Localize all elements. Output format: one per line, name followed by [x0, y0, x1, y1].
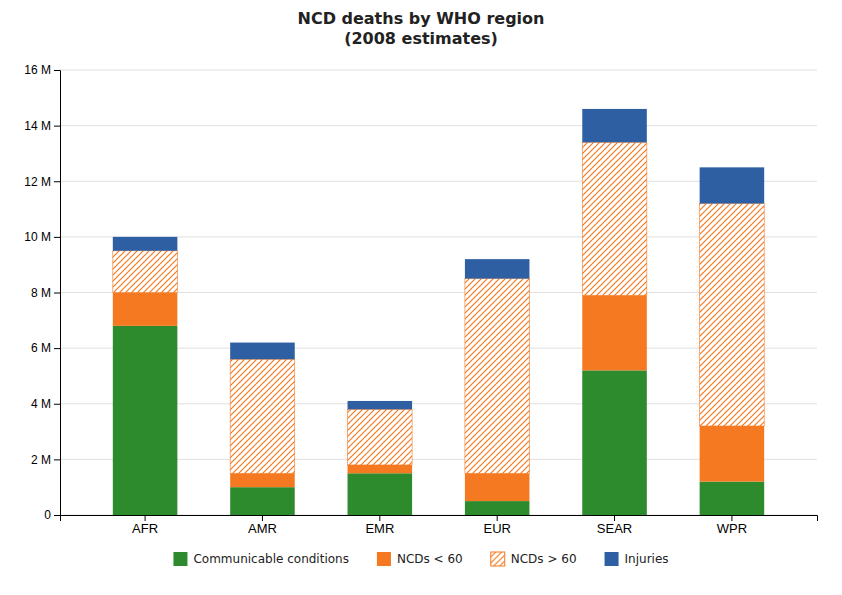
bar — [582, 142, 647, 295]
y-tick: 16 M — [24, 63, 60, 77]
y-tick-mark — [54, 126, 60, 127]
x-tick-label: AMR — [248, 521, 277, 536]
y-tick-mark — [54, 459, 60, 460]
y-tick: 10 M — [24, 230, 60, 244]
x-tick: SEAR — [597, 515, 632, 536]
bars — [113, 109, 764, 515]
y-tick: 2 M — [31, 453, 60, 467]
x-tick-mark — [731, 515, 732, 521]
y-tick: 8 M — [31, 286, 60, 300]
bar — [348, 465, 413, 473]
y-tick: 4 M — [31, 397, 60, 411]
bar — [582, 295, 647, 370]
title-line: (2008 estimates) — [344, 29, 498, 48]
bar — [700, 426, 765, 482]
y-tick-label: 4 M — [31, 397, 51, 411]
x-axis-line — [61, 516, 818, 522]
bar — [700, 482, 765, 515]
y-tick-label: 6 M — [31, 341, 51, 355]
x-tick: EUR — [483, 515, 510, 536]
x-tick-label: SEAR — [597, 521, 632, 536]
grid-line — [60, 70, 817, 71]
legend-swatch — [491, 552, 505, 566]
y-tick-mark — [54, 515, 60, 516]
legend: Communicable conditions NCDs < 60 NCDs > 6… — [173, 552, 668, 566]
y-tick: 14 M — [24, 119, 60, 133]
bar — [230, 473, 295, 487]
bar-series — [113, 326, 764, 515]
x-tick: EMR — [365, 515, 394, 536]
bar — [348, 409, 413, 465]
x-axis: AFR AMR EMR EUR SEAR WPR — [61, 515, 818, 536]
y-tick: 0 — [44, 508, 60, 522]
grid-line — [60, 125, 817, 126]
bar — [465, 259, 530, 278]
bar-series — [113, 142, 764, 473]
grid — [60, 70, 817, 515]
y-tick-label: 8 M — [31, 286, 51, 300]
y-tick-label: 0 — [44, 508, 51, 522]
bar — [113, 237, 178, 251]
y-tick-label: 12 M — [24, 175, 51, 189]
bar-series — [113, 109, 764, 409]
x-tick-label: AFR — [132, 521, 158, 536]
legend-item: NCDs < 60 — [377, 552, 463, 566]
bar — [700, 167, 765, 203]
y-tick-label: 16 M — [24, 63, 51, 77]
y-tick-mark — [54, 237, 60, 238]
bar — [582, 370, 647, 515]
x-tick-label: EMR — [365, 521, 394, 536]
bar — [113, 326, 178, 515]
title: NCD deaths by WHO region(2008 estimates) — [298, 9, 545, 48]
bar — [700, 204, 765, 427]
legend-swatch — [173, 552, 187, 566]
x-tick: AMR — [248, 515, 277, 536]
bar — [230, 487, 295, 515]
y-tick-label: 2 M — [31, 453, 51, 467]
plot: 0 2 M 4 M 6 M 8 M 10 M 12 M 14 M 16 M AFR AMR EMR EU… — [24, 63, 817, 536]
legend-item: NCDs > 60 — [491, 552, 577, 566]
bar — [582, 109, 647, 142]
bar — [348, 473, 413, 515]
legend-item: Communicable conditions — [173, 552, 348, 566]
y-tick-label: 14 M — [24, 119, 51, 133]
y-tick-mark — [54, 404, 60, 405]
x-tick: WPR — [717, 515, 747, 536]
y-tick-mark — [54, 70, 60, 71]
x-tick-label: EUR — [483, 521, 510, 536]
x-tick-mark — [262, 515, 263, 521]
y-axis: 0 2 M 4 M 6 M 8 M 10 M 12 M 14 M 16 M — [24, 63, 60, 522]
legend-label: NCDs > 60 — [511, 552, 577, 566]
bar — [465, 279, 530, 474]
y-tick-label: 10 M — [24, 230, 51, 244]
legend-label: NCDs < 60 — [397, 552, 463, 566]
legend-swatch — [605, 552, 619, 566]
bar — [465, 473, 530, 501]
y-tick-mark — [54, 181, 60, 182]
legend-label: Injuries — [625, 552, 669, 566]
x-tick-mark — [497, 515, 498, 521]
y-tick: 12 M — [24, 175, 60, 189]
bar — [230, 343, 295, 360]
bar-series — [113, 293, 764, 502]
y-tick-mark — [54, 348, 60, 349]
legend-label: Communicable conditions — [193, 552, 348, 566]
chart: NCD deaths by WHO region(2008 estimates)… — [0, 0, 842, 595]
x-tick-mark — [379, 515, 380, 521]
x-tick: AFR — [132, 515, 158, 536]
y-tick: 6 M — [31, 341, 60, 355]
bar — [230, 359, 295, 473]
bar — [113, 251, 178, 293]
x-tick-label: WPR — [717, 521, 747, 536]
bar — [348, 401, 413, 409]
x-tick-mark — [145, 515, 146, 521]
x-tick-mark — [614, 515, 615, 521]
legend-swatch — [377, 552, 391, 566]
legend-item: Injuries — [605, 552, 669, 566]
bar — [113, 293, 178, 326]
bar — [465, 501, 530, 515]
y-tick-mark — [54, 293, 60, 294]
y-axis-line — [54, 71, 61, 516]
title-line: NCD deaths by WHO region — [298, 9, 545, 28]
